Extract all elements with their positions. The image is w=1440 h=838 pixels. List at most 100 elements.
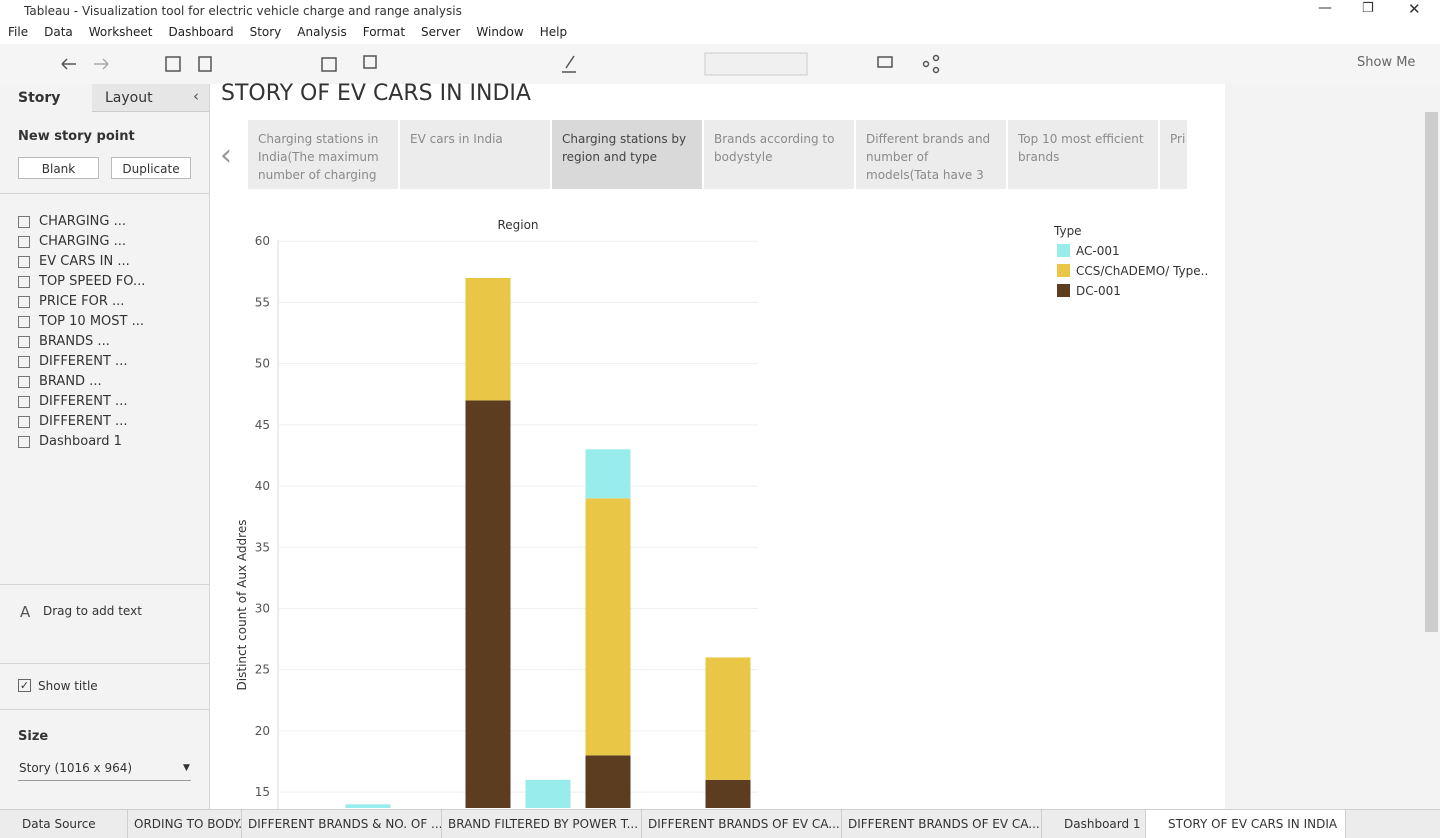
sheet-item[interactable]: DIFFERENT ...	[18, 394, 127, 409]
legend-title: Type	[1053, 224, 1082, 238]
bar-segment	[585, 498, 631, 756]
blank-button[interactable]: Blank	[18, 157, 99, 179]
scrollbar[interactable]	[1425, 112, 1438, 632]
y-tick-label: 35	[255, 540, 270, 554]
tab-layout[interactable]: Layout	[105, 90, 153, 106]
sheet-name: DIFFERENT ...	[39, 354, 128, 369]
sheet-icon	[18, 335, 30, 348]
y-tick-label: 45	[255, 418, 270, 432]
sheet-icon	[18, 315, 30, 328]
menu-item[interactable]: Analysis	[297, 25, 347, 39]
sheet-name: BRANDS ...	[39, 334, 110, 349]
menu-item[interactable]: Server	[421, 25, 461, 39]
story-point[interactable]: Different brands and number of models(Ta…	[856, 120, 1006, 189]
sheet-item[interactable]: DIFFERENT ...	[18, 414, 127, 429]
sheet-name: CHARGING ...	[39, 214, 127, 229]
story-point[interactable]: Charging stations by region and type	[552, 120, 702, 189]
story-point[interactable]: Top 10 most efficient brands	[1008, 120, 1158, 189]
toolbar-icons	[61, 52, 940, 76]
legend-swatch	[1057, 284, 1070, 297]
sheet-icon	[18, 435, 30, 448]
show-title-checkbox[interactable]: ✓	[18, 679, 31, 692]
size-label: Size	[18, 729, 49, 744]
y-tick-label: 55	[255, 295, 270, 309]
sheet-item[interactable]: TOP 10 MOST ...	[18, 314, 144, 329]
sheet-tab[interactable]: Dashboard 1	[1042, 810, 1146, 838]
sheet-tabs: Data Source ORDING TO BODY... DIFFERENT BR…	[0, 809, 1440, 838]
sheet-tab[interactable]: ORDING TO BODY...	[128, 810, 242, 838]
menu-item[interactable]: File	[8, 25, 29, 39]
bar-segment	[705, 657, 751, 780]
menu-item[interactable]: Format	[362, 25, 406, 39]
sheet-tab[interactable]: DIFFERENT BRANDS OF EV CA...	[642, 810, 842, 838]
sheet-tab[interactable]: BRAND FILTERED BY POWER T...	[442, 810, 642, 838]
y-tick-label: 60	[255, 234, 270, 248]
sheet-item[interactable]: BRANDS ...	[18, 334, 110, 349]
bar-segment	[705, 779, 751, 808]
story-point[interactable]: Brands according to bodystyle	[704, 120, 854, 189]
story-point[interactable]: EV cars in India	[400, 120, 550, 189]
sheet-item[interactable]: TOP SPEED FO...	[18, 274, 145, 289]
bar-segment	[465, 277, 511, 401]
story-title: STORY OF EV CARS IN INDIA	[221, 81, 531, 106]
sheet-icon	[18, 215, 30, 228]
sheet-item[interactable]: BRAND ...	[18, 374, 102, 389]
story-point[interactable]: Charging stations in India(The maximum n…	[248, 120, 398, 189]
duplicate-button[interactable]: Duplicate	[111, 157, 191, 179]
prev-point[interactable]: ‹	[220, 138, 232, 173]
menu-item[interactable]: Window	[476, 25, 524, 39]
toolbar: Show Me	[0, 44, 1440, 85]
legend-swatch	[1057, 264, 1070, 277]
show-me[interactable]: Show Me	[1357, 55, 1416, 70]
y-axis-title: Distinct count of Aux Addres	[235, 520, 249, 691]
restore[interactable]: ❐	[1362, 1, 1374, 16]
menu-item[interactable]: Data	[44, 25, 73, 39]
sheet-icon	[18, 355, 30, 368]
right-pane	[1225, 84, 1440, 809]
menu-item[interactable]: Dashboard	[168, 25, 234, 39]
sheet-item[interactable]: PRICE FOR ...	[18, 294, 124, 309]
sheet-name: TOP 10 MOST ...	[39, 314, 144, 329]
y-tick-label: 50	[255, 357, 270, 371]
close[interactable]: ✕	[1408, 0, 1421, 18]
sidebar: Story Layout New story point Blank Dupli…	[0, 84, 210, 809]
sheet-name: DIFFERENT ...	[39, 394, 128, 409]
sheet-icon	[18, 255, 30, 268]
bar-segment	[465, 400, 511, 808]
sheet-tab[interactable]: STORY OF EV CARS IN INDIA	[1146, 810, 1346, 838]
sheet-tab[interactable]: DIFFERENT BRANDS OF EV CA...	[842, 810, 1042, 838]
sheet-item[interactable]: EV CARS IN ...	[18, 254, 130, 269]
sheet-name: EV CARS IN ...	[39, 254, 130, 269]
sheet-tab[interactable]: Data Source	[0, 810, 128, 838]
sheet-item[interactable]: DIFFERENT ...	[18, 354, 127, 369]
menu-item[interactable]: Story	[249, 25, 282, 39]
sheet-icon	[18, 235, 30, 248]
sheet-icon	[18, 415, 30, 428]
sheet-item[interactable]: CHARGING ...	[18, 214, 126, 229]
sheet-icon	[18, 275, 30, 288]
sheet-icon	[18, 395, 30, 408]
bar-segment	[345, 804, 391, 808]
y-tick-label: 20	[255, 724, 270, 738]
chart: Region Distinct count of Aux Addres Type…	[235, 218, 1208, 809]
sheet-icon	[18, 375, 30, 388]
new-story-point: New story point	[18, 129, 135, 144]
legend-swatch	[1057, 244, 1070, 257]
sheet-item[interactable]: Dashboard 1	[18, 434, 122, 449]
drag-text[interactable]: Drag to add text	[43, 604, 142, 618]
y-tick-label: 25	[255, 663, 270, 677]
tab-story[interactable]: Story	[18, 90, 61, 106]
sheet-item[interactable]: CHARGING ...	[18, 234, 126, 249]
size-dropdown[interactable]: Story (1016 x 964)	[19, 761, 133, 775]
minimize[interactable]: —	[1318, 0, 1332, 16]
y-tick-label: 40	[255, 479, 270, 493]
sheet-name: CHARGING ...	[39, 234, 127, 249]
menu-item[interactable]: Worksheet	[88, 25, 153, 39]
menu-bar: File Data Worksheet Dashboard Story Analysis F…	[0, 22, 1440, 44]
sheet-tab[interactable]: DIFFERENT BRANDS & NO. OF ...	[242, 810, 442, 838]
y-tick-label: 30	[255, 601, 270, 615]
menu-item[interactable]: Help	[539, 25, 568, 39]
y-tick-label: 15	[255, 785, 270, 799]
sheet-name: Dashboard 1	[39, 434, 122, 449]
